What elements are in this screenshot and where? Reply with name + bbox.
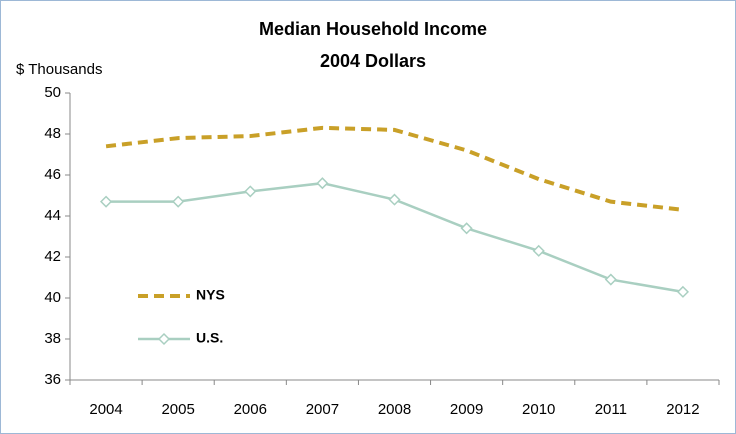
y-tick-label: 40	[44, 289, 61, 306]
y-tick-label: 46	[44, 166, 61, 183]
y-tick-label: 44	[44, 207, 61, 224]
series-line	[105, 125, 684, 212]
x-tick-label: 2010	[522, 401, 555, 418]
y-tick-label: 50	[44, 84, 61, 101]
x-tick-label: 2008	[378, 401, 411, 418]
series-marker	[604, 273, 617, 286]
legend-label: U.S.	[196, 330, 223, 346]
chart-subtitle: 2004 Dollars	[320, 51, 426, 71]
series-marker	[172, 195, 185, 208]
y-tick-label: 38	[44, 330, 61, 347]
y-tick-label: 48	[44, 125, 61, 142]
y-tick-label: 42	[44, 248, 61, 265]
legend-marker	[157, 332, 171, 346]
y-axis-label: $ Thousands	[16, 61, 102, 78]
x-tick-label: 2005	[161, 401, 194, 418]
legend-label: NYS	[196, 287, 225, 303]
series-marker	[460, 222, 473, 235]
x-tick-label: 2007	[306, 401, 339, 418]
x-tick-label: 2006	[234, 401, 267, 418]
y-tick-label: 36	[44, 371, 61, 388]
x-tick-label: 2004	[89, 401, 122, 418]
series-marker	[244, 185, 257, 198]
series-marker	[99, 195, 113, 208]
x-tick-label: 2011	[595, 401, 627, 418]
x-tick-label: 2009	[450, 401, 483, 418]
series-marker	[316, 177, 329, 190]
series-marker	[532, 244, 545, 257]
chart-title: Median Household Income	[259, 19, 487, 39]
x-tick-label: 2012	[666, 401, 699, 418]
series-marker	[388, 193, 401, 206]
series-marker	[676, 285, 690, 298]
